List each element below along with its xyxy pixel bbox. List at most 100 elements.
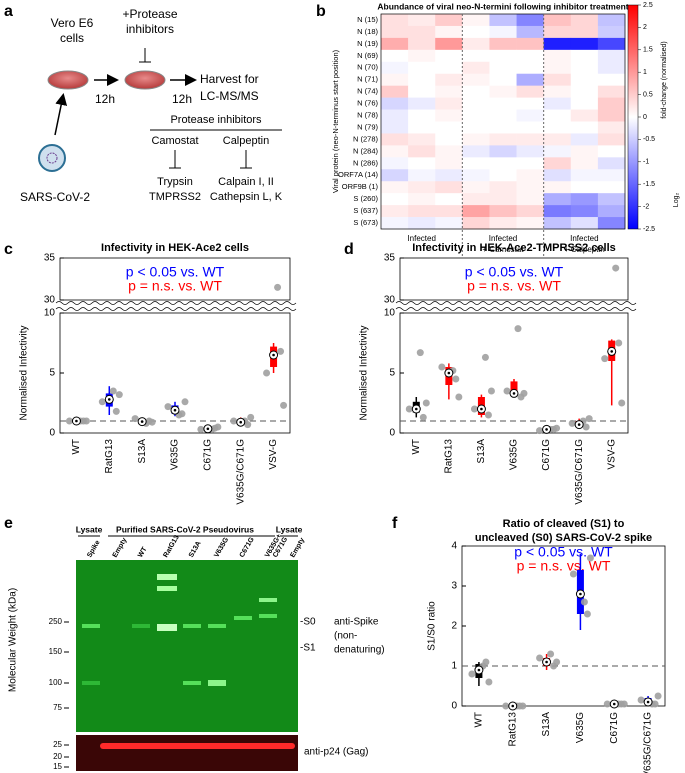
inhibitor-name: Camostat — [151, 135, 198, 147]
heatmap-cell — [462, 205, 490, 218]
heatmap-cell — [597, 49, 626, 63]
x-tick-label: S13A — [541, 712, 552, 737]
heatmap-cell — [543, 121, 572, 134]
x-tick-label: VSV-G — [606, 439, 617, 470]
heatmap-cell — [597, 169, 626, 182]
heatmap-cell — [435, 217, 463, 230]
heatmap-cell — [381, 205, 409, 218]
heatmap-cell — [381, 193, 409, 206]
data-point — [553, 658, 561, 666]
data-point — [586, 554, 594, 562]
heatmap-cell — [462, 97, 490, 110]
gag-band — [100, 743, 295, 749]
x-tick-label: WT — [474, 712, 485, 728]
data-point — [455, 393, 463, 401]
colorbar-tick-label: 0.5 — [643, 91, 653, 98]
heatmap-cell — [408, 61, 436, 75]
heatmap-cell — [543, 25, 572, 39]
lane-label: S13A — [188, 540, 203, 559]
plot-frame-upper — [59, 257, 291, 301]
data-point — [419, 413, 427, 421]
axis-break — [395, 307, 637, 311]
heatmap-cell — [435, 85, 463, 98]
data-point — [416, 349, 424, 357]
heatmap-cell — [462, 85, 490, 98]
heatmap-cell — [597, 157, 626, 170]
panel-letter: f — [392, 515, 398, 532]
y-tick-label: 3 — [451, 581, 457, 592]
colorbar-tick-label: 2.5 — [643, 2, 653, 9]
data-point — [583, 610, 591, 618]
heatmap-cell — [408, 25, 436, 39]
heatmap-cell — [516, 181, 544, 194]
heatmap-cell — [597, 181, 626, 194]
median-dot — [140, 420, 144, 423]
median-dot — [477, 668, 481, 672]
y-tick-label: 5 — [389, 368, 395, 379]
heatmap-cell — [408, 169, 436, 182]
heatmap-cell — [570, 14, 599, 27]
lane-label: Spike — [86, 539, 101, 559]
heatmap-cell — [489, 121, 517, 134]
row-label: N (76) — [357, 99, 378, 108]
heatmap-cell — [597, 133, 626, 146]
median-dot — [545, 428, 548, 431]
y-tick-label: 35 — [384, 253, 396, 264]
heatmap-cell — [462, 109, 490, 122]
heatmap-cell — [543, 169, 572, 182]
heatmap-cell — [381, 85, 409, 98]
heatmap-cell — [570, 25, 599, 39]
y-tick-label: 2 — [451, 621, 457, 632]
diagram-label: Harvest for — [200, 72, 259, 86]
heatmap-cell — [381, 157, 409, 170]
heatmap-cell — [597, 61, 626, 75]
mw-marker: 15 — [53, 762, 62, 771]
legend-entry: p < 0.05 vs. WT — [465, 264, 564, 280]
heatmap-cell — [435, 25, 463, 39]
heatmap-cell — [408, 217, 436, 230]
x-tick-label: RatG13 — [104, 439, 115, 474]
data-point — [280, 401, 288, 409]
median-dot — [612, 702, 616, 706]
data-point — [214, 423, 222, 431]
heatmap-cell — [408, 37, 436, 51]
heatmap-cell — [462, 49, 490, 63]
heatmap-cell — [516, 193, 544, 206]
heatmap-cell — [408, 49, 436, 63]
y-tick-label: 30 — [44, 295, 56, 306]
median-dot — [107, 398, 111, 401]
heatmap-cell — [462, 169, 490, 182]
heatmap-cell — [516, 133, 544, 146]
heatmap-cell — [408, 205, 436, 218]
heatmap-cell — [408, 145, 436, 158]
data-point — [569, 570, 577, 578]
data-point — [65, 417, 73, 425]
chart-title: uncleaved (S0) SARS-CoV-2 spike — [475, 532, 652, 544]
panel-letter: c — [4, 241, 13, 258]
heatmap-cell — [435, 73, 463, 86]
heatmap-cell — [597, 109, 626, 122]
y-axis-label: Normalised Infectivity — [359, 325, 370, 420]
lane-label: RatG13 — [162, 534, 180, 559]
lane-label: V635G — [213, 536, 230, 559]
heatmap-cell — [516, 61, 544, 75]
x-tick-label: RatG13 — [443, 439, 454, 474]
x-tick-label: VSV-G — [268, 439, 279, 470]
heatmap-cell — [462, 217, 490, 230]
heatmap-cell — [570, 133, 599, 146]
data-point — [536, 427, 544, 435]
median-dot — [480, 407, 483, 411]
x-tick-label: V635G/C671G — [235, 439, 246, 505]
blot-bands — [82, 574, 277, 686]
row-label: N (286) — [353, 158, 379, 167]
blot-header: Lysate — [276, 524, 303, 534]
row-label: N (79) — [357, 122, 378, 131]
heatmap-cell — [570, 157, 599, 170]
heatmap-frame — [380, 13, 626, 230]
heatmap-cell — [381, 73, 409, 86]
panel-letter: e — [4, 515, 13, 532]
heatmap-cell — [543, 61, 572, 75]
heatmap-cell — [381, 133, 409, 146]
inhibitor-target: Cathepsin L, K — [210, 191, 283, 203]
data-point — [277, 347, 285, 355]
